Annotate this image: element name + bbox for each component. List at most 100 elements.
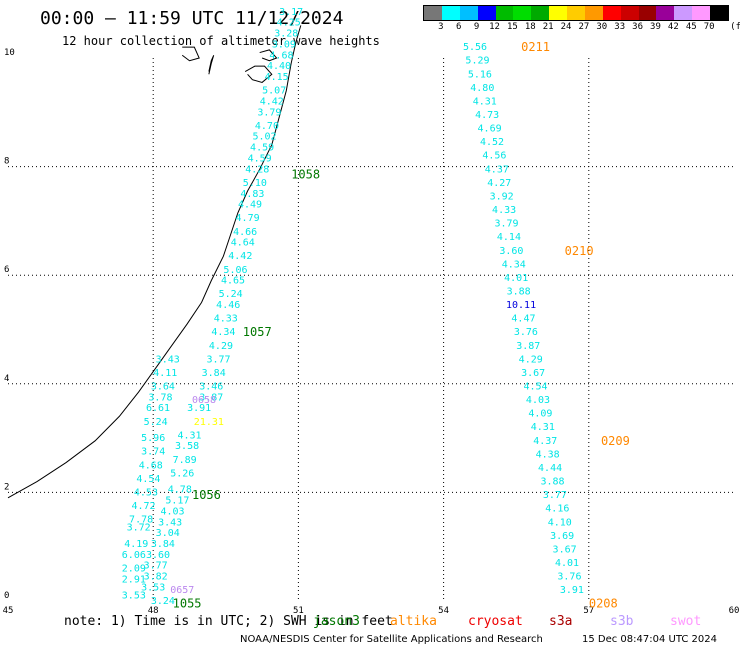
- wave-height-value: 5.56: [463, 42, 487, 53]
- wave-height-value: 10.11: [506, 300, 536, 311]
- legend-label: 42: [667, 22, 679, 32]
- wave-height-value: 4.29: [209, 341, 233, 352]
- satellite-name: s3a: [549, 614, 573, 629]
- island-outline: [208, 55, 215, 75]
- wave-height-value: 4.15: [265, 72, 289, 83]
- wave-height-value: 4.65: [221, 276, 245, 287]
- wave-height-value: 3.84: [202, 368, 226, 379]
- wave-height-value: 5.26: [170, 468, 194, 479]
- wave-height-value: 3.91: [560, 585, 584, 596]
- footer-timestamp: 15 Dec 08:47:04 UTC 2024: [582, 634, 717, 645]
- wave-height-value: 5.07: [262, 86, 286, 97]
- wave-height-value: 3.87: [516, 341, 540, 352]
- satellite-name: swot: [670, 614, 702, 629]
- wave-height-value: 4.70: [255, 121, 279, 132]
- legend-label: 39: [650, 22, 661, 32]
- legend-swatch: [567, 6, 585, 20]
- lat-tick-label: 4: [4, 374, 9, 384]
- satellite-name: jason3: [313, 614, 360, 629]
- lon-tick-label: 51: [293, 606, 304, 616]
- wave-height-value: 3.43: [158, 517, 182, 528]
- lon-tick-label: 57: [583, 606, 594, 616]
- pass-time-label: 0210: [565, 244, 594, 258]
- wave-height-value: 4.01: [555, 558, 579, 569]
- wave-height-value: 4.53: [134, 487, 158, 498]
- pass-time-label: 1057: [243, 325, 272, 339]
- lat-tick-label: 8: [4, 157, 9, 167]
- wave-height-value: 3.76: [514, 327, 538, 338]
- legend-swatch: [495, 6, 514, 20]
- satellite-name: s3b: [610, 614, 634, 629]
- wave-height-value: 0658: [192, 395, 216, 406]
- wave-height-value: 4.59: [248, 153, 272, 164]
- lat-tick-label: 2: [4, 482, 9, 492]
- wave-height-value: 4.31: [177, 430, 201, 441]
- wave-height-value: 4.78: [168, 485, 192, 496]
- lon-tick-label: 54: [438, 606, 449, 616]
- wave-height-value: 4.27: [487, 178, 511, 189]
- legend-swatch: [441, 6, 460, 20]
- wave-height-value: 4.79: [236, 213, 260, 224]
- wave-height-value: 3.77: [543, 490, 567, 501]
- legend-swatch: [602, 6, 621, 20]
- wave-height-value: 3.91: [187, 403, 211, 414]
- pass-time-label: 1055: [173, 597, 202, 611]
- pass-time-label: 1056: [192, 488, 221, 502]
- map-title: 00:00 – 11:59 UTC 11/12/2024: [40, 8, 344, 29]
- legend-label: 24: [560, 22, 572, 32]
- wave-height-value: 3.09: [272, 39, 296, 50]
- wave-height-value: 4.42: [228, 251, 252, 262]
- lat-tick-label: 10: [4, 48, 15, 58]
- legend-label: 36: [632, 22, 643, 32]
- wave-height-value: 4.29: [519, 354, 543, 365]
- wave-height-value: 3.74: [141, 447, 165, 458]
- island-outline: [244, 65, 273, 83]
- wave-height-value: 4.14: [497, 232, 521, 243]
- legend-label: (ft): [730, 22, 740, 32]
- wave-height-value: 4.72: [131, 501, 155, 512]
- wave-height-value: 4.33: [214, 314, 238, 325]
- pass-time-label: 0208: [589, 597, 618, 611]
- pass-time-label: 1058: [291, 168, 320, 182]
- wave-height-value: 4.38: [536, 449, 560, 460]
- wave-height-value: 4.40: [267, 61, 291, 72]
- wave-height-value: 6.06: [122, 550, 146, 561]
- legend-label: 27: [578, 22, 590, 32]
- legend-label: 9: [473, 22, 480, 32]
- footer-credit: NOAA/NESDIS Center for Satellite Applica…: [240, 634, 543, 645]
- wave-height-value: 3.87: [199, 392, 223, 403]
- wave-height-value: 3.78: [148, 392, 172, 403]
- wave-height-value: 0657: [170, 585, 194, 596]
- wave-height-value: 4.69: [478, 124, 502, 135]
- wave-height-value: 5.06: [223, 265, 247, 276]
- wave-height-value: 5.10: [243, 178, 267, 189]
- legend-label: 3: [438, 22, 444, 32]
- island-outline: [259, 49, 278, 62]
- legend-swatch: [531, 6, 550, 20]
- wave-height-value: 4.56: [482, 151, 506, 162]
- legend-swatch: [710, 6, 728, 20]
- wave-height-value: 5.24: [144, 417, 168, 428]
- wave-height-value: 4.19: [124, 539, 148, 550]
- wave-height-value: 7.89: [173, 455, 197, 466]
- wave-height-value: 4.34: [211, 327, 235, 338]
- lon-tick-label: 60: [729, 606, 740, 616]
- wave-height-value: 3.24: [151, 596, 175, 607]
- satellite-name: altika: [390, 614, 437, 629]
- legend-label: 33: [614, 22, 626, 32]
- wave-height-value: 3.82: [144, 572, 168, 583]
- satellite-legend: jason3 altika cryosat s3a s3b swot: [0, 614, 740, 632]
- wave-height-value: 5.02: [252, 132, 276, 143]
- wave-height-value: 2.09: [122, 563, 146, 574]
- wave-height-value: 3.04: [156, 528, 180, 539]
- legend-label: 12: [489, 22, 500, 32]
- wave-height-value: 4.68: [269, 50, 293, 61]
- pass-time-label: 0209: [601, 434, 630, 448]
- wave-height-value: 6.61: [146, 403, 170, 414]
- wave-height-value: 4.37: [533, 436, 557, 447]
- wave-height-value: 4.25: [277, 18, 301, 29]
- pass-time-label: 0211: [521, 40, 550, 54]
- wave-height-value: 3.46: [199, 382, 223, 393]
- wave-height-value: 4.37: [485, 164, 509, 175]
- legend-swatch: [638, 6, 657, 20]
